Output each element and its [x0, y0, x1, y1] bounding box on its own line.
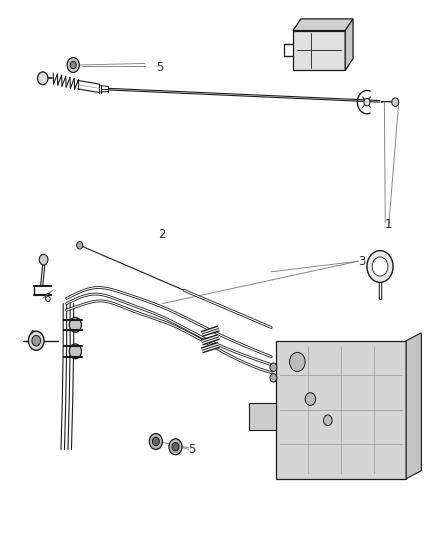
Text: 4: 4 — [28, 329, 35, 342]
Text: 2: 2 — [158, 228, 166, 241]
Circle shape — [270, 374, 277, 382]
Text: 1: 1 — [385, 217, 392, 231]
Circle shape — [28, 331, 44, 350]
Circle shape — [290, 352, 305, 372]
Circle shape — [38, 72, 48, 85]
Circle shape — [364, 99, 370, 106]
Polygon shape — [250, 403, 276, 430]
Circle shape — [39, 254, 48, 265]
Polygon shape — [345, 19, 353, 70]
Bar — [276, 341, 406, 479]
Bar — [293, 30, 345, 70]
Circle shape — [152, 437, 159, 446]
Circle shape — [305, 393, 316, 406]
Circle shape — [172, 442, 179, 451]
Circle shape — [32, 335, 41, 346]
Circle shape — [77, 241, 83, 249]
Polygon shape — [406, 333, 421, 479]
Circle shape — [270, 363, 277, 372]
Circle shape — [70, 61, 76, 69]
Circle shape — [323, 415, 332, 425]
Circle shape — [169, 439, 182, 455]
Text: 5: 5 — [156, 61, 163, 74]
Circle shape — [69, 317, 81, 332]
Polygon shape — [293, 19, 353, 30]
Circle shape — [149, 433, 162, 449]
Circle shape — [367, 251, 393, 282]
Text: 6: 6 — [43, 292, 50, 305]
Circle shape — [372, 257, 388, 276]
Circle shape — [69, 344, 81, 359]
Circle shape — [392, 98, 399, 107]
Circle shape — [67, 58, 79, 72]
Text: 5: 5 — [188, 443, 196, 456]
Text: 3: 3 — [358, 255, 366, 268]
